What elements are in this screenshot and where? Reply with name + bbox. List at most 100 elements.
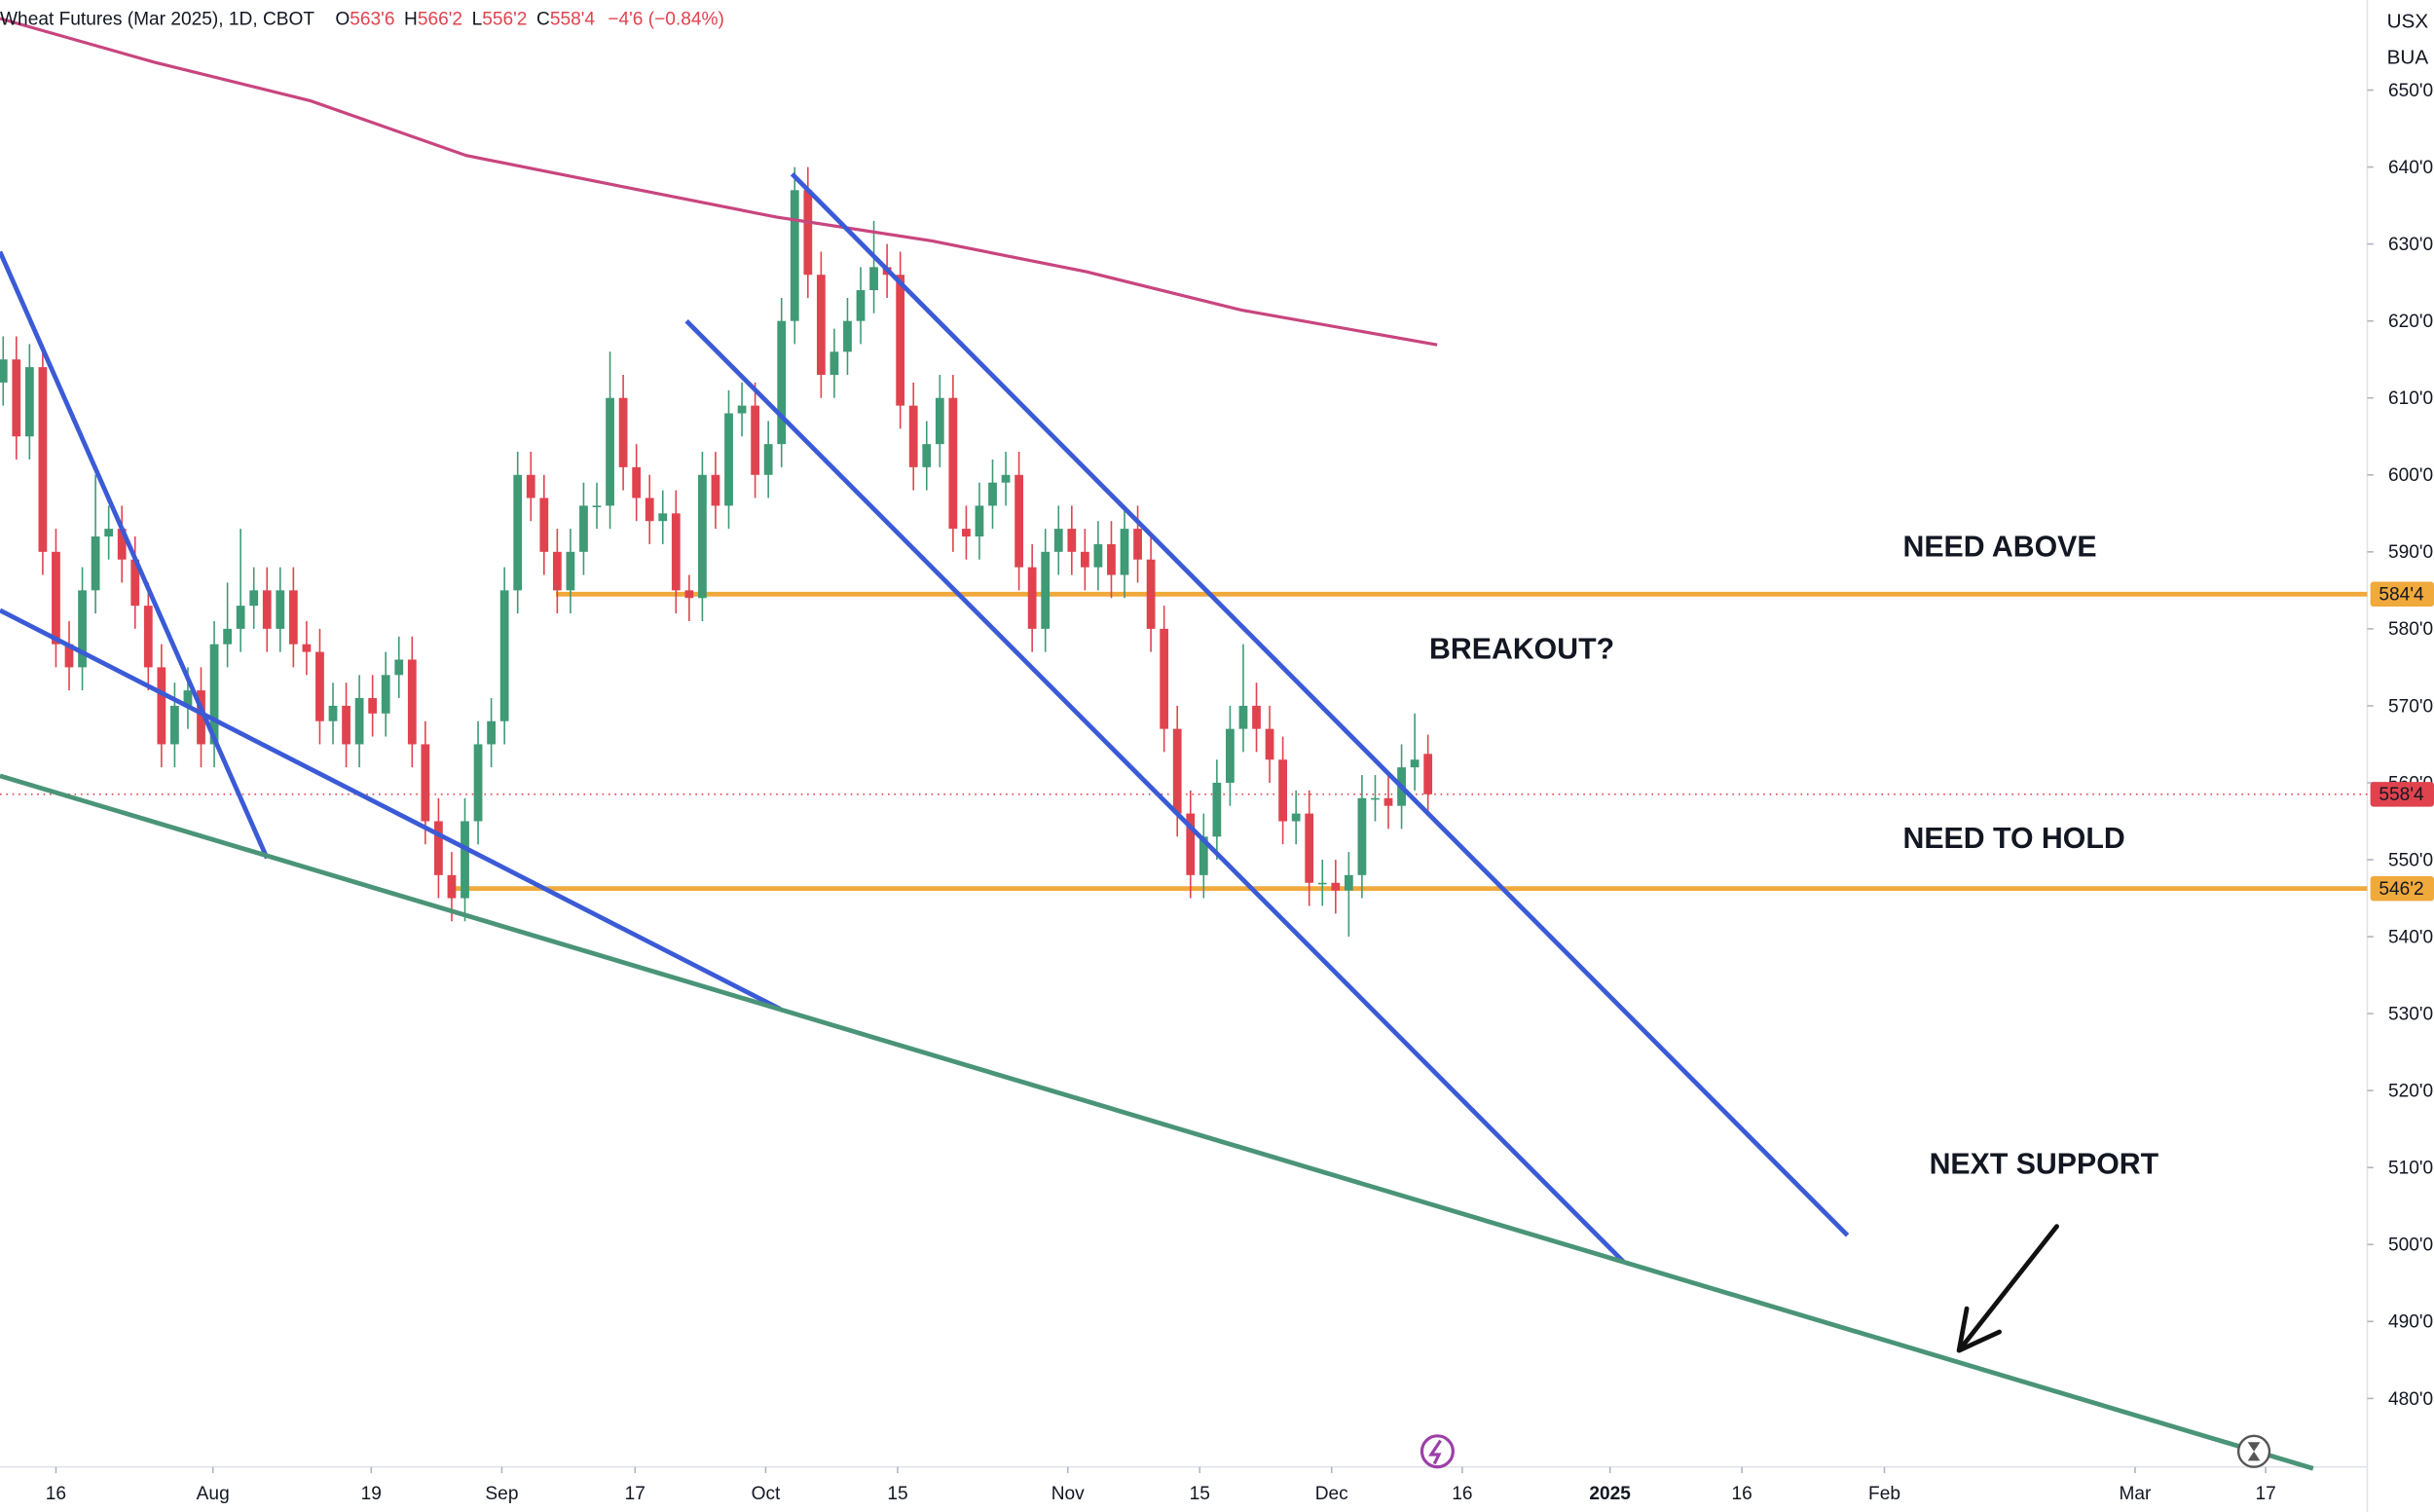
candle-body [684,590,694,599]
x-tick-label: 16 [1732,1484,1752,1504]
candle-body [922,444,932,467]
candle-body [632,466,642,498]
candle-body [461,821,469,899]
x-tick-label: Oct [752,1484,781,1504]
ohlc-value: 566'2 [418,10,462,30]
candle-body [1212,782,1222,837]
candle-body [962,529,971,537]
candle-body [513,474,523,591]
candle-body [1172,728,1182,814]
candle-body [1001,474,1011,483]
candle-body [1371,797,1380,800]
alert-icon[interactable] [1420,1434,1455,1469]
candle-body [209,644,219,745]
y-tick-label: 610'0 [2388,388,2433,409]
y-tick-label: 630'0 [2388,235,2433,255]
ohlc-label: L [472,10,483,30]
candle-body [249,590,259,607]
y-tick-label: 600'0 [2388,465,2433,486]
candle-body [421,744,430,822]
candle-body [104,529,114,537]
trendline [790,172,1850,1237]
candle-body [908,405,918,467]
candle-body [790,190,799,321]
x-tick-label: Nov [1051,1484,1085,1504]
candle-body [526,474,535,498]
candle-body [592,505,602,507]
candle-body [552,551,562,591]
candle-body [473,744,483,822]
plot: NEED ABOVE BREAKOUT? NEED TO HOLD NEXT SUPP… [0,17,2374,1474]
trendline [0,773,2314,1471]
trendline [0,250,270,860]
price-tag [2370,875,2434,902]
candle-body [1331,882,1341,891]
candle-body [197,690,205,745]
candle-body [0,359,8,383]
candle-body [117,529,127,560]
candle-body [816,275,826,376]
candle-body [869,267,878,291]
candle-body [1107,543,1116,575]
candle-body [38,367,48,552]
ohlc-label: C [536,10,550,30]
candle-body [434,821,443,875]
candle-body [1305,813,1314,883]
candle-body [1093,543,1103,568]
candle-body [407,659,417,745]
candle-body [1344,874,1353,891]
header: Wheat Futures (Mar 2025), 1D, CBOT O563'… [0,10,724,30]
candle-body [1067,529,1077,552]
candle-body [368,698,378,714]
session-icon[interactable] [2236,1434,2271,1468]
x-tick-label: Mar [2119,1484,2152,1504]
x-tick-label: 17 [625,1484,645,1504]
unit: BUA [2387,46,2429,68]
x-tick-label: 19 [361,1484,382,1504]
candle-body [1291,813,1301,822]
y-tick-label: 540'0 [2388,927,2433,947]
annotation: NEXT SUPPORT [1930,1149,2159,1181]
candle-body [381,675,390,714]
y-tick-label: 510'0 [2388,1159,2433,1179]
y-tick-label: 640'0 [2388,158,2433,178]
y-tick-label: 620'0 [2388,312,2433,332]
ohlc-value: 558'4 [550,10,596,30]
candle-body [803,190,813,276]
candle-body [394,659,404,676]
candle-body [130,559,140,607]
x-tick-label: 17 [2255,1484,2275,1504]
candle-body [975,505,984,537]
change: −4'6 (−0.84%) [608,10,724,30]
candle-body [64,644,74,668]
x-tick-label: 2025 [1589,1484,1631,1504]
ohlc-value: 563'6 [350,10,394,30]
x-tick-label: Dec [1315,1484,1348,1504]
candle-body [671,513,681,591]
y-tick-label: 500'0 [2388,1235,2433,1256]
candle-body [1053,529,1063,552]
candle-body [711,474,720,506]
candle-body [157,667,166,745]
annotation: NEED ABOVE [1902,532,2096,564]
trendline [684,318,1625,1264]
x-tick-label: 16 [46,1484,66,1504]
candle-body [315,651,324,721]
candle-body [1146,559,1156,629]
candle-body [1199,836,1208,875]
price-tag-label: 546'2 [2379,879,2423,900]
candle-body [1357,797,1367,875]
candle-body [1027,567,1037,629]
candle-body [724,413,733,506]
candle-body [447,874,457,899]
candle-body [236,606,245,629]
x-tick-label: Feb [1868,1484,1900,1504]
candle-body [342,705,350,745]
candle-body [737,405,747,414]
price-tag-label: 584'4 [2379,585,2424,606]
candle-body [606,397,614,506]
candle-body [1120,529,1129,575]
candle-body [52,551,60,645]
